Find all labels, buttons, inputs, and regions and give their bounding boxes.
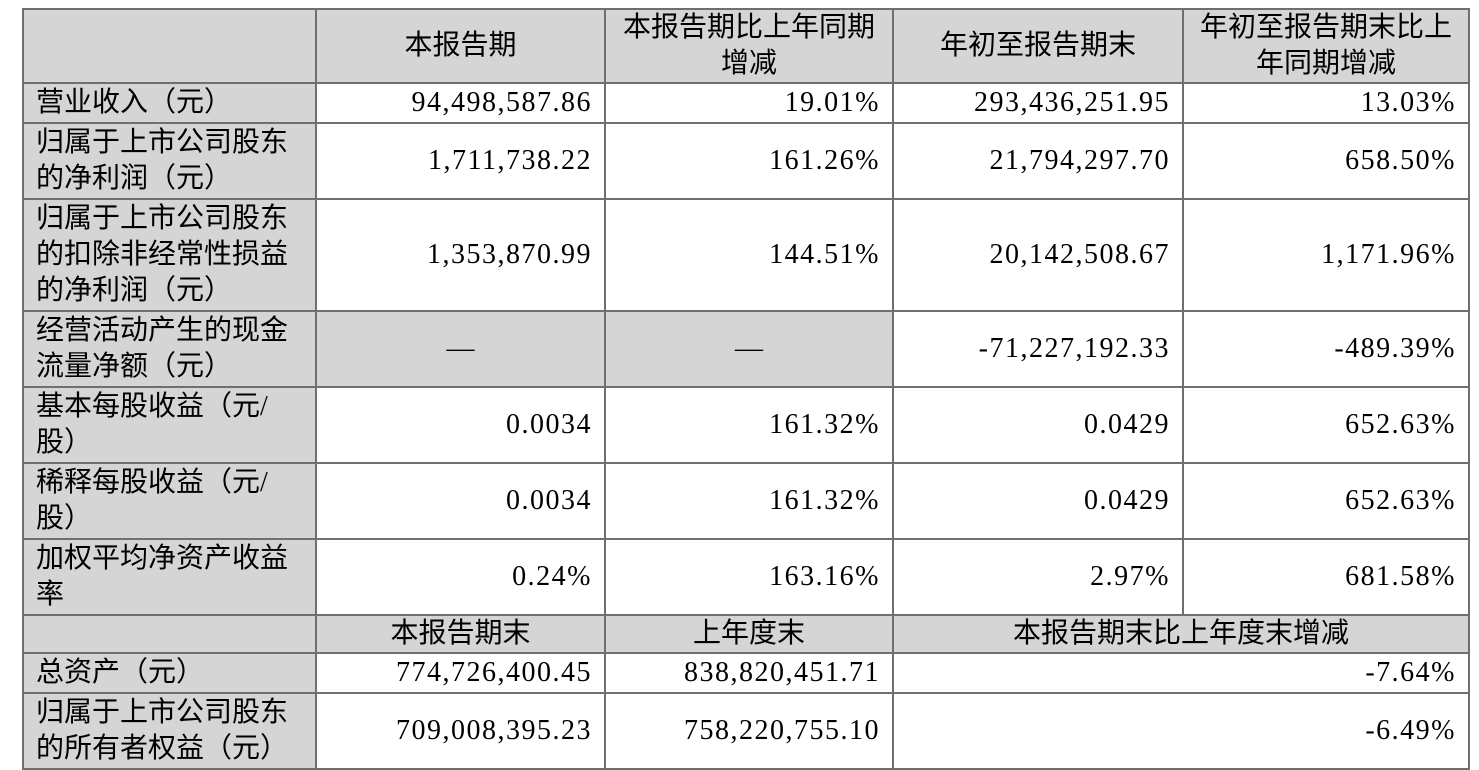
table-row-operating-cash-flow: 经营活动产生的现金流量净额（元） — — -71,227,192.33 -489…	[22, 310, 1470, 388]
value-cell: 1,171.96%	[1182, 198, 1470, 312]
subheader-cell-period-end: 本报告期末	[315, 614, 606, 654]
row-label-weighted-avg-roe: 加权平均净资产收益率	[22, 538, 317, 616]
value-cell: 0.0429	[892, 462, 1184, 540]
value-cell: 21,794,297.70	[892, 122, 1184, 200]
value-cell: -71,227,192.33	[892, 310, 1184, 388]
row-label-net-profit: 归属于上市公司股东的净利润（元）	[22, 122, 317, 200]
value-cell: 758,220,755.10	[604, 692, 894, 770]
subheader-cell-prior-year-end: 上年度末	[604, 614, 894, 654]
row-label-revenue: 营业收入（元）	[22, 82, 317, 124]
table-row-revenue: 营业收入（元） 94,498,587.86 19.01% 293,436,251…	[22, 82, 1470, 124]
value-cell: 0.0034	[315, 386, 606, 464]
value-cell-dash: —	[315, 310, 606, 388]
table-row-weighted-avg-roe: 加权平均净资产收益率 0.24% 163.16% 2.97% 681.58%	[22, 538, 1470, 616]
subheader-row: 本报告期末 上年度末 本报告期末比上年度末增减	[22, 614, 1470, 654]
financial-summary-table: 本报告期 本报告期比上年同期增减 年初至报告期末 年初至报告期末比上年同期增减 …	[22, 8, 1470, 770]
value-cell: 293,436,251.95	[892, 82, 1184, 124]
row-label-net-profit-excl-nonrecurring: 归属于上市公司股东的扣除非经常性损益的净利润（元）	[22, 198, 317, 312]
row-label-total-assets: 总资产（元）	[22, 652, 317, 694]
header-row: 本报告期 本报告期比上年同期增减 年初至报告期末 年初至报告期末比上年同期增减	[22, 8, 1470, 84]
value-cell: -6.49%	[892, 692, 1470, 770]
value-cell: 161.32%	[604, 462, 894, 540]
value-cell: 0.0429	[892, 386, 1184, 464]
value-cell: 652.63%	[1182, 462, 1470, 540]
value-cell: 652.63%	[1182, 386, 1470, 464]
subheader-cell-period-end-change: 本报告期末比上年度末增减	[892, 614, 1470, 654]
table-row-diluted-eps: 稀释每股收益（元/股） 0.0034 161.32% 0.0429 652.63…	[22, 462, 1470, 540]
table-row-total-assets: 总资产（元） 774,726,400.45 838,820,451.71 -7.…	[22, 652, 1470, 694]
value-cell: 774,726,400.45	[315, 652, 606, 694]
subheader-cell-empty	[22, 614, 317, 654]
value-cell: 13.03%	[1182, 82, 1470, 124]
value-cell: 1,353,870.99	[315, 198, 606, 312]
value-cell-dash: —	[604, 310, 894, 388]
value-cell: 163.16%	[604, 538, 894, 616]
header-cell-current-period: 本报告期	[315, 8, 606, 84]
value-cell: 2.97%	[892, 538, 1184, 616]
table-row-net-profit-excl-nonrecurring: 归属于上市公司股东的扣除非经常性损益的净利润（元） 1,353,870.99 1…	[22, 198, 1470, 312]
value-cell: 0.24%	[315, 538, 606, 616]
value-cell: 1,711,738.22	[315, 122, 606, 200]
header-cell-empty	[22, 8, 317, 84]
header-cell-period-yoy-change: 本报告期比上年同期增减	[604, 8, 894, 84]
value-cell: -489.39%	[1182, 310, 1470, 388]
value-cell: 161.32%	[604, 386, 894, 464]
row-label-owners-equity: 归属于上市公司股东的所有者权益（元）	[22, 692, 317, 770]
value-cell: 94,498,587.86	[315, 82, 606, 124]
value-cell: 0.0034	[315, 462, 606, 540]
value-cell: 144.51%	[604, 198, 894, 312]
table-row-net-profit: 归属于上市公司股东的净利润（元） 1,711,738.22 161.26% 21…	[22, 122, 1470, 200]
value-cell: 681.58%	[1182, 538, 1470, 616]
value-cell: 161.26%	[604, 122, 894, 200]
value-cell: 838,820,451.71	[604, 652, 894, 694]
value-cell: 19.01%	[604, 82, 894, 124]
row-label-basic-eps: 基本每股收益（元/股）	[22, 386, 317, 464]
row-label-diluted-eps: 稀释每股收益（元/股）	[22, 462, 317, 540]
header-cell-ytd-yoy-change: 年初至报告期末比上年同期增减	[1182, 8, 1470, 84]
row-label-operating-cash-flow: 经营活动产生的现金流量净额（元）	[22, 310, 317, 388]
value-cell: 709,008,395.23	[315, 692, 606, 770]
value-cell: 658.50%	[1182, 122, 1470, 200]
table-row-basic-eps: 基本每股收益（元/股） 0.0034 161.32% 0.0429 652.63…	[22, 386, 1470, 464]
header-cell-ytd: 年初至报告期末	[892, 8, 1184, 84]
table-row-owners-equity: 归属于上市公司股东的所有者权益（元） 709,008,395.23 758,22…	[22, 692, 1470, 770]
value-cell: 20,142,508.67	[892, 198, 1184, 312]
value-cell: -7.64%	[892, 652, 1470, 694]
